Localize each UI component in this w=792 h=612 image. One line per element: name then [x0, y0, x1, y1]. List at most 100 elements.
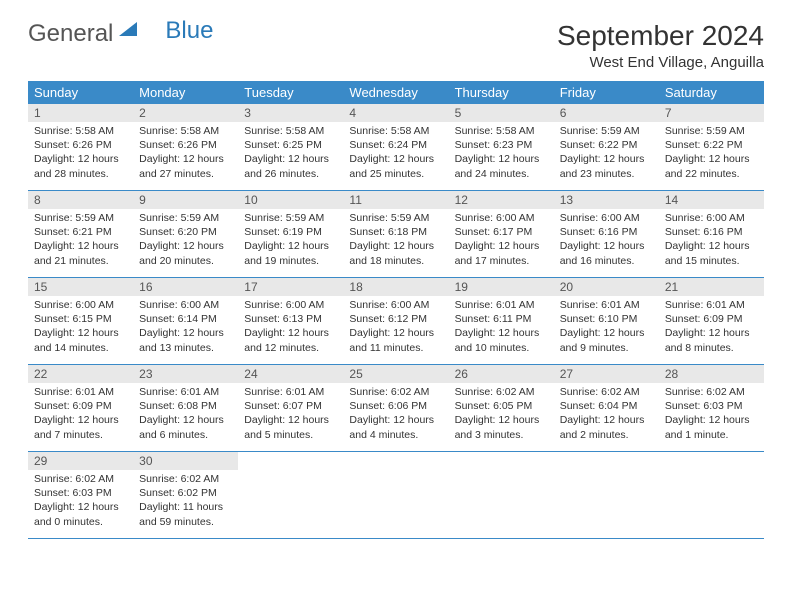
day-number: 19: [449, 278, 554, 296]
calendar-cell: 10Sunrise: 5:59 AMSunset: 6:19 PMDayligh…: [238, 191, 343, 278]
day-body: Sunrise: 6:00 AMSunset: 6:16 PMDaylight:…: [554, 209, 659, 270]
day-body: Sunrise: 6:02 AMSunset: 6:06 PMDaylight:…: [343, 383, 448, 444]
month-title: September 2024: [557, 20, 764, 52]
day-body: Sunrise: 6:01 AMSunset: 6:09 PMDaylight:…: [659, 296, 764, 357]
day-body: Sunrise: 5:59 AMSunset: 6:18 PMDaylight:…: [343, 209, 448, 270]
day-body: Sunrise: 6:01 AMSunset: 6:09 PMDaylight:…: [28, 383, 133, 444]
day-body: Sunrise: 6:02 AMSunset: 6:03 PMDaylight:…: [28, 470, 133, 531]
calendar-cell: 28Sunrise: 6:02 AMSunset: 6:03 PMDayligh…: [659, 365, 764, 452]
day-header: Thursday: [449, 81, 554, 104]
day-header: Wednesday: [343, 81, 448, 104]
calendar-cell: 19Sunrise: 6:01 AMSunset: 6:11 PMDayligh…: [449, 278, 554, 365]
day-body: Sunrise: 6:01 AMSunset: 6:08 PMDaylight:…: [133, 383, 238, 444]
calendar-week: 15Sunrise: 6:00 AMSunset: 6:15 PMDayligh…: [28, 278, 764, 365]
day-number: 28: [659, 365, 764, 383]
calendar-cell: 1Sunrise: 5:58 AMSunset: 6:26 PMDaylight…: [28, 104, 133, 191]
calendar-cell: 27Sunrise: 6:02 AMSunset: 6:04 PMDayligh…: [554, 365, 659, 452]
day-header-row: SundayMondayTuesdayWednesdayThursdayFrid…: [28, 81, 764, 104]
day-number: 22: [28, 365, 133, 383]
calendar-cell: 2Sunrise: 5:58 AMSunset: 6:26 PMDaylight…: [133, 104, 238, 191]
calendar-week: 1Sunrise: 5:58 AMSunset: 6:26 PMDaylight…: [28, 104, 764, 191]
day-body: Sunrise: 6:00 AMSunset: 6:12 PMDaylight:…: [343, 296, 448, 357]
day-body: Sunrise: 6:00 AMSunset: 6:15 PMDaylight:…: [28, 296, 133, 357]
day-body: Sunrise: 6:02 AMSunset: 6:04 PMDaylight:…: [554, 383, 659, 444]
day-body: Sunrise: 6:00 AMSunset: 6:14 PMDaylight:…: [133, 296, 238, 357]
calendar-cell: 16Sunrise: 6:00 AMSunset: 6:14 PMDayligh…: [133, 278, 238, 365]
calendar-cell: 29Sunrise: 6:02 AMSunset: 6:03 PMDayligh…: [28, 452, 133, 539]
day-number: 11: [343, 191, 448, 209]
day-number: 26: [449, 365, 554, 383]
day-number: 29: [28, 452, 133, 470]
day-header: Saturday: [659, 81, 764, 104]
day-body: Sunrise: 5:58 AMSunset: 6:23 PMDaylight:…: [449, 122, 554, 183]
logo: General Blue: [28, 20, 213, 48]
calendar-cell: [449, 452, 554, 539]
day-number: 6: [554, 104, 659, 122]
day-body: Sunrise: 6:00 AMSunset: 6:13 PMDaylight:…: [238, 296, 343, 357]
day-number: 12: [449, 191, 554, 209]
calendar-cell: 30Sunrise: 6:02 AMSunset: 6:02 PMDayligh…: [133, 452, 238, 539]
day-number: 9: [133, 191, 238, 209]
calendar-cell: 17Sunrise: 6:00 AMSunset: 6:13 PMDayligh…: [238, 278, 343, 365]
title-block: September 2024 West End Village, Anguill…: [557, 20, 764, 71]
day-body: Sunrise: 6:00 AMSunset: 6:16 PMDaylight:…: [659, 209, 764, 270]
day-body: Sunrise: 6:02 AMSunset: 6:05 PMDaylight:…: [449, 383, 554, 444]
day-number: 8: [28, 191, 133, 209]
logo-text-1: General: [28, 20, 113, 48]
calendar-cell: 20Sunrise: 6:01 AMSunset: 6:10 PMDayligh…: [554, 278, 659, 365]
day-body: Sunrise: 5:59 AMSunset: 6:22 PMDaylight:…: [554, 122, 659, 183]
calendar-cell: 6Sunrise: 5:59 AMSunset: 6:22 PMDaylight…: [554, 104, 659, 191]
day-header: Monday: [133, 81, 238, 104]
calendar-cell: 22Sunrise: 6:01 AMSunset: 6:09 PMDayligh…: [28, 365, 133, 452]
day-number: 4: [343, 104, 448, 122]
calendar-cell: 26Sunrise: 6:02 AMSunset: 6:05 PMDayligh…: [449, 365, 554, 452]
day-body: Sunrise: 5:59 AMSunset: 6:19 PMDaylight:…: [238, 209, 343, 270]
calendar-week: 29Sunrise: 6:02 AMSunset: 6:03 PMDayligh…: [28, 452, 764, 539]
calendar-cell: 7Sunrise: 5:59 AMSunset: 6:22 PMDaylight…: [659, 104, 764, 191]
calendar-cell: 15Sunrise: 6:00 AMSunset: 6:15 PMDayligh…: [28, 278, 133, 365]
calendar-cell: 25Sunrise: 6:02 AMSunset: 6:06 PMDayligh…: [343, 365, 448, 452]
day-number: 14: [659, 191, 764, 209]
day-header: Friday: [554, 81, 659, 104]
calendar-cell: 11Sunrise: 5:59 AMSunset: 6:18 PMDayligh…: [343, 191, 448, 278]
day-body: Sunrise: 5:58 AMSunset: 6:24 PMDaylight:…: [343, 122, 448, 183]
day-number: 17: [238, 278, 343, 296]
calendar-body: 1Sunrise: 5:58 AMSunset: 6:26 PMDaylight…: [28, 104, 764, 539]
calendar-cell: 18Sunrise: 6:00 AMSunset: 6:12 PMDayligh…: [343, 278, 448, 365]
calendar-week: 8Sunrise: 5:59 AMSunset: 6:21 PMDaylight…: [28, 191, 764, 278]
calendar-cell: 14Sunrise: 6:00 AMSunset: 6:16 PMDayligh…: [659, 191, 764, 278]
day-number: 15: [28, 278, 133, 296]
day-number: 13: [554, 191, 659, 209]
day-number: 27: [554, 365, 659, 383]
calendar-cell: 9Sunrise: 5:59 AMSunset: 6:20 PMDaylight…: [133, 191, 238, 278]
day-number: 3: [238, 104, 343, 122]
calendar-cell: [238, 452, 343, 539]
calendar-cell: [343, 452, 448, 539]
day-number: 23: [133, 365, 238, 383]
day-number: 25: [343, 365, 448, 383]
day-body: Sunrise: 5:58 AMSunset: 6:26 PMDaylight:…: [133, 122, 238, 183]
calendar-cell: [659, 452, 764, 539]
day-body: Sunrise: 6:01 AMSunset: 6:10 PMDaylight:…: [554, 296, 659, 357]
calendar-cell: 12Sunrise: 6:00 AMSunset: 6:17 PMDayligh…: [449, 191, 554, 278]
day-number: 20: [554, 278, 659, 296]
day-body: Sunrise: 6:00 AMSunset: 6:17 PMDaylight:…: [449, 209, 554, 270]
day-number: 10: [238, 191, 343, 209]
day-number: 2: [133, 104, 238, 122]
day-number: 5: [449, 104, 554, 122]
day-body: Sunrise: 5:58 AMSunset: 6:26 PMDaylight:…: [28, 122, 133, 183]
logo-text-2: Blue: [165, 17, 213, 45]
day-number: 24: [238, 365, 343, 383]
day-body: Sunrise: 6:01 AMSunset: 6:07 PMDaylight:…: [238, 383, 343, 444]
day-number: 7: [659, 104, 764, 122]
calendar-cell: 4Sunrise: 5:58 AMSunset: 6:24 PMDaylight…: [343, 104, 448, 191]
logo-sail-icon: [117, 17, 139, 45]
day-body: Sunrise: 5:59 AMSunset: 6:22 PMDaylight:…: [659, 122, 764, 183]
day-body: Sunrise: 6:02 AMSunset: 6:03 PMDaylight:…: [659, 383, 764, 444]
day-number: 30: [133, 452, 238, 470]
calendar-cell: 8Sunrise: 5:59 AMSunset: 6:21 PMDaylight…: [28, 191, 133, 278]
calendar-cell: 3Sunrise: 5:58 AMSunset: 6:25 PMDaylight…: [238, 104, 343, 191]
location: West End Village, Anguilla: [557, 54, 764, 71]
day-body: Sunrise: 5:59 AMSunset: 6:21 PMDaylight:…: [28, 209, 133, 270]
day-number: 18: [343, 278, 448, 296]
